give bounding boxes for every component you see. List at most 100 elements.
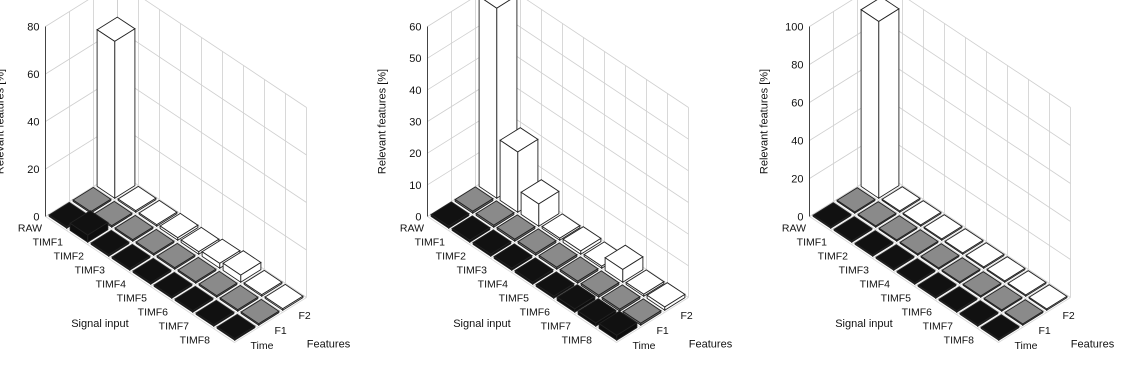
bar-side xyxy=(601,296,621,313)
bar-side xyxy=(243,282,263,298)
bar xyxy=(174,285,214,314)
gridline xyxy=(616,297,689,343)
bar-side xyxy=(454,198,474,215)
bar xyxy=(559,256,599,285)
gridline xyxy=(93,186,283,313)
signal-axis-label: Signal input xyxy=(835,318,893,330)
bar xyxy=(138,199,178,228)
signal-tick-label: RAW xyxy=(18,223,42,235)
bar-side xyxy=(854,242,874,258)
signal-tick-label: TIMF5 xyxy=(881,293,911,305)
z-tick-label: 80 xyxy=(27,22,39,34)
bar-side xyxy=(475,212,495,229)
feature-axis-label: Features xyxy=(689,339,733,351)
bar-side xyxy=(944,240,964,256)
bar xyxy=(917,272,957,300)
gridline xyxy=(234,297,307,343)
bar xyxy=(920,243,960,271)
bars xyxy=(812,0,1068,342)
gridline xyxy=(830,185,903,231)
z-tick-label: 60 xyxy=(27,69,39,81)
bar xyxy=(535,271,575,300)
gridline xyxy=(893,227,966,273)
z-tick-label: 80 xyxy=(791,60,803,72)
gridline xyxy=(956,269,1029,315)
bar xyxy=(923,214,963,242)
signal-tick-label: TIMF7 xyxy=(923,321,953,333)
gridline xyxy=(914,241,987,287)
bar-side xyxy=(472,241,492,258)
feature-axis-label: Features xyxy=(307,339,351,351)
bar-side xyxy=(836,199,856,215)
gridline xyxy=(499,12,689,140)
bar xyxy=(541,213,581,242)
gridline xyxy=(144,0,307,108)
bar xyxy=(538,242,578,271)
bar xyxy=(243,269,283,298)
gridline xyxy=(87,199,160,245)
z-tick-label: 50 xyxy=(409,53,421,65)
bar-side xyxy=(1007,282,1027,298)
bar-side xyxy=(902,212,922,228)
bar xyxy=(198,270,238,299)
bar-side xyxy=(899,241,919,257)
gridline xyxy=(117,123,307,251)
bar-side xyxy=(646,294,666,312)
bar xyxy=(216,313,256,342)
gridline xyxy=(499,44,689,172)
gridline xyxy=(881,133,1071,260)
z-tick-label: 20 xyxy=(27,164,39,176)
z-tick-label: 30 xyxy=(409,117,421,129)
bar xyxy=(986,256,1026,284)
gridline xyxy=(833,201,1023,328)
bar-side xyxy=(114,227,134,243)
signal-tick-label: TIMF2 xyxy=(54,251,84,263)
z-tick-label: 60 xyxy=(791,98,803,110)
gridline xyxy=(881,95,1071,222)
bars xyxy=(48,16,304,342)
bar-side xyxy=(598,322,618,342)
bar xyxy=(983,285,1023,313)
bar xyxy=(965,242,1005,270)
bar xyxy=(878,215,918,243)
bar xyxy=(902,200,942,228)
bar xyxy=(90,229,130,258)
gridline xyxy=(857,186,1047,313)
bar xyxy=(962,271,1002,299)
bar xyxy=(451,215,491,244)
signal-tick-label: TIMF4 xyxy=(478,279,508,291)
signal-tick-label: RAW xyxy=(400,223,424,235)
gridline xyxy=(809,216,999,343)
bar xyxy=(1007,270,1047,298)
bar-front xyxy=(114,27,136,200)
bar xyxy=(156,242,196,271)
chart-panel-3: 0 20 40 60 80 100 Relevant features [%] RAW TIMF… xyxy=(759,0,1146,387)
z-tick-label: 20 xyxy=(409,148,421,160)
z-ticks: 0 20 40 60 80 xyxy=(27,22,39,224)
gridline xyxy=(499,107,689,235)
z-axis-label: Relevant features [%] xyxy=(759,69,771,174)
signal-tick-label: TIMF8 xyxy=(180,335,210,347)
bar-side xyxy=(559,268,579,285)
signal-tick-label: TIMF7 xyxy=(541,321,571,333)
gridline xyxy=(192,269,265,315)
bar-side xyxy=(896,270,916,286)
bar xyxy=(117,185,157,214)
signal-tick-label: TIMF5 xyxy=(499,293,529,305)
bar-side xyxy=(860,8,880,200)
bar xyxy=(72,186,112,215)
bar-side xyxy=(198,283,218,299)
gridline xyxy=(881,19,1071,146)
gridline xyxy=(872,213,945,259)
bar-side xyxy=(496,226,516,243)
bar xyxy=(475,200,515,229)
bar-side xyxy=(48,214,68,230)
bar-side xyxy=(881,198,901,214)
gridline xyxy=(45,0,89,27)
bar xyxy=(264,283,304,312)
signal-ticks: RAW TIMF1 TIMF2 TIMF3 TIMF4 TIMF5 TIMF6 TIMF7 TI… xyxy=(18,223,210,347)
bar-side xyxy=(514,269,534,286)
bar xyxy=(556,284,596,314)
